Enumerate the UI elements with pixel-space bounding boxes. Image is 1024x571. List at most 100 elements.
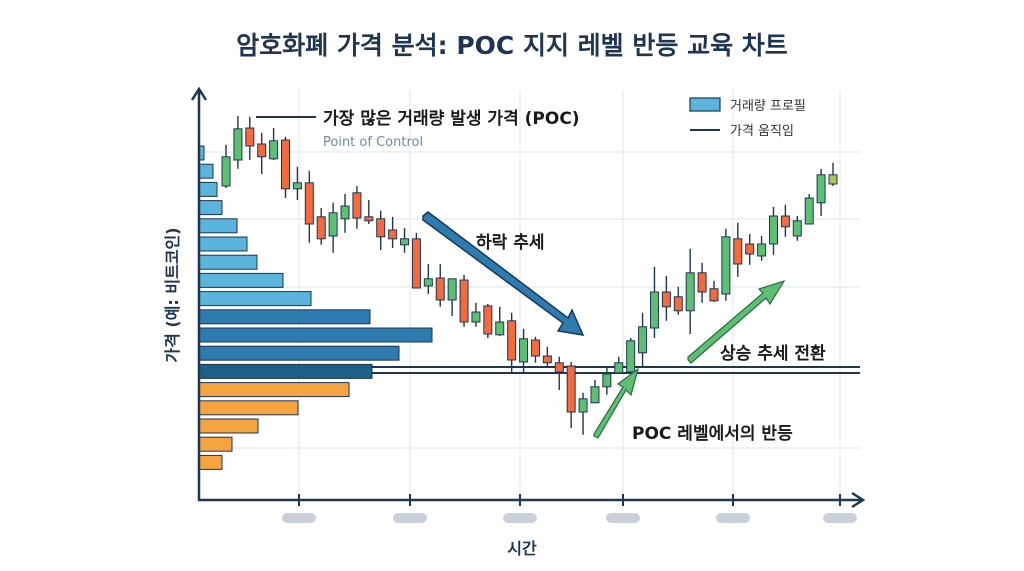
- candle-body: [673, 296, 683, 312]
- candle-body: [483, 305, 493, 335]
- candles: [221, 116, 838, 435]
- candle-body: [542, 355, 552, 364]
- candle-body: [340, 205, 350, 220]
- candle: [269, 128, 279, 160]
- candle: [626, 338, 636, 373]
- candle: [685, 248, 695, 334]
- candle-body: [269, 140, 279, 160]
- candle: [578, 392, 588, 435]
- x-ticks: [282, 494, 857, 523]
- candle-body: [471, 311, 481, 323]
- uptrend-arrow: [687, 279, 786, 364]
- candle: [816, 168, 826, 216]
- candle: [614, 356, 624, 374]
- candle: [459, 274, 469, 327]
- volume-bar: [198, 236, 248, 252]
- candle-body: [828, 174, 838, 185]
- candle: [792, 216, 802, 241]
- x-tick-label-placeholder: [606, 513, 640, 523]
- candle: [435, 264, 445, 307]
- candle: [411, 232, 421, 289]
- candle: [697, 262, 707, 303]
- candle: [364, 200, 374, 224]
- candle: [447, 278, 457, 316]
- candle-body: [400, 238, 410, 246]
- candle-body: [221, 156, 231, 187]
- volume-bar: [198, 163, 214, 179]
- x-tick-label-placeholder: [503, 513, 537, 523]
- volume-bar: [198, 382, 350, 398]
- candle-body: [495, 321, 505, 336]
- candle-body: [626, 340, 636, 373]
- candle-body: [530, 339, 540, 357]
- candle-body: [757, 243, 767, 257]
- volume-bar: [198, 272, 284, 288]
- candle-body: [745, 243, 755, 255]
- candle: [376, 210, 386, 250]
- candle: [245, 116, 255, 160]
- candle: [352, 186, 362, 229]
- x-tick-label-placeholder: [393, 513, 427, 523]
- volume-profile: [198, 145, 433, 470]
- candle-body: [435, 277, 445, 301]
- volume-bar: [198, 181, 218, 197]
- volume-bar: [198, 436, 233, 452]
- candle: [519, 328, 529, 372]
- candle-body: [233, 128, 243, 161]
- candle-body: [685, 272, 695, 312]
- candle-body: [316, 216, 326, 240]
- candle: [221, 144, 231, 188]
- candle: [709, 280, 719, 302]
- x-tick-label-placeholder: [823, 513, 857, 523]
- candle: [745, 234, 755, 265]
- candle-body: [328, 212, 338, 237]
- y-axis: [190, 86, 208, 501]
- candle-body: [388, 229, 398, 240]
- candle-body: [614, 362, 624, 374]
- candle-body: [578, 398, 588, 413]
- candle-body: [661, 291, 671, 308]
- candle-body: [423, 278, 433, 287]
- candle-body: [768, 215, 778, 245]
- candle: [590, 380, 600, 404]
- candle-body: [519, 338, 529, 363]
- candle-body: [459, 279, 469, 323]
- bounce-label: POC 레벨에서의 반등: [632, 424, 793, 444]
- candle-body: [804, 197, 814, 225]
- candle: [507, 312, 517, 372]
- candle: [495, 306, 505, 336]
- y-axis-label: 가격 (예: 비트코인): [163, 227, 182, 362]
- volume-bar: [198, 291, 312, 307]
- candle: [483, 304, 493, 338]
- volume-bar: [198, 327, 433, 343]
- candle: [542, 346, 552, 368]
- volume-bar: [198, 400, 299, 416]
- candle-body: [697, 272, 707, 293]
- volume-bar: [198, 218, 238, 234]
- candle: [638, 312, 648, 367]
- chart-title: 암호화폐 가격 분석: POC 지지 레벨 반등 교육 차트: [236, 31, 788, 60]
- candle: [292, 166, 302, 200]
- candle: [423, 264, 433, 294]
- candle-body: [376, 218, 386, 238]
- candle-body: [590, 386, 600, 404]
- candle: [757, 236, 767, 261]
- reversal-label: 상승 추세 전환: [720, 344, 826, 364]
- candle-body: [566, 365, 576, 413]
- volume-bar: [198, 454, 223, 470]
- legend: 거래량 프로필 가격 움직임: [689, 97, 806, 139]
- candle: [566, 362, 576, 428]
- candle-body: [816, 174, 826, 204]
- candle-body: [352, 192, 362, 219]
- candle-body: [257, 143, 267, 158]
- candle-body: [507, 320, 517, 361]
- candle-body: [281, 139, 291, 190]
- candle-body: [792, 220, 802, 237]
- candle: [340, 194, 350, 233]
- candle: [304, 170, 314, 243]
- volume-bar: [198, 345, 400, 361]
- x-axis: [198, 491, 866, 509]
- candle: [804, 194, 814, 225]
- candle: [828, 162, 838, 186]
